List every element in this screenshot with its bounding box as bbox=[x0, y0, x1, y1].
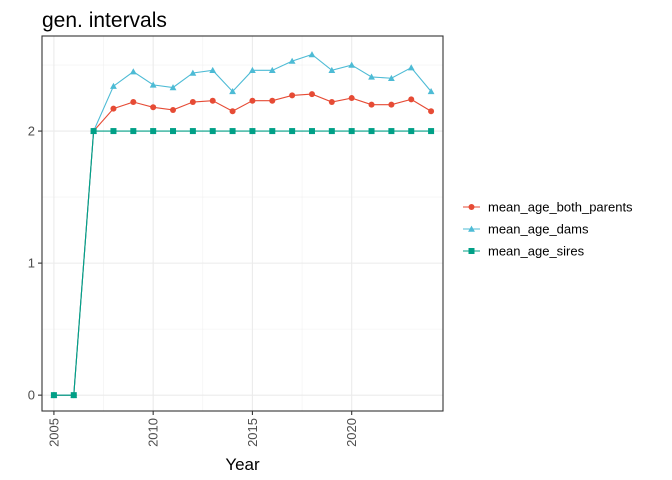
x-tick-label: 2020 bbox=[344, 418, 359, 447]
y-axis: 0 1 2 bbox=[28, 124, 42, 403]
data-point-mean_age_both_parents bbox=[209, 97, 216, 104]
legend-label: mean_age_both_parents bbox=[488, 200, 633, 215]
data-point-mean_age_dams bbox=[308, 51, 316, 58]
data-point-mean_age_sires bbox=[308, 128, 315, 135]
x-axis: 2005 2010 2015 2020 bbox=[46, 411, 359, 447]
data-point-mean_age_dams bbox=[427, 88, 435, 95]
data-point-mean_age_both_parents bbox=[308, 91, 315, 98]
data-point-mean_age_both_parents bbox=[388, 101, 395, 108]
data-point-mean_age_sires bbox=[50, 392, 57, 399]
series-line-mean_age_sires bbox=[53, 130, 432, 396]
data-point-mean_age_both_parents bbox=[269, 97, 276, 104]
data-point-mean_age_both_parents bbox=[189, 99, 196, 106]
legend-label: mean_age_sires bbox=[488, 244, 585, 259]
data-point-mean_age_sires bbox=[150, 128, 157, 135]
data-point-mean_age_dams bbox=[387, 74, 395, 81]
legend-key-marker bbox=[468, 204, 475, 210]
x-tick-label: 2015 bbox=[245, 418, 260, 447]
plot-panel bbox=[42, 36, 443, 411]
series-line-mean_age_both_parents bbox=[53, 93, 432, 396]
data-point-mean_age_dams bbox=[268, 66, 276, 74]
data-point-mean_age_sires bbox=[328, 128, 335, 135]
data-point-mean_age_sires bbox=[408, 128, 415, 135]
y-tick-label: 1 bbox=[28, 256, 35, 271]
data-point-mean_age_sires bbox=[209, 128, 216, 135]
data-point-mean_age_sires bbox=[348, 128, 355, 135]
y-tick-label: 0 bbox=[28, 388, 35, 403]
data-point-mean_age_dams bbox=[407, 64, 415, 71]
data-point-mean_age_sires bbox=[90, 128, 97, 135]
data-point-mean_age_dams bbox=[149, 81, 157, 88]
data-point-mean_age_sires bbox=[130, 128, 137, 135]
data-point-mean_age_sires bbox=[70, 392, 77, 399]
x-tick-label: 2010 bbox=[146, 418, 161, 447]
legend-key-marker bbox=[468, 248, 475, 254]
data-point-mean_age_both_parents bbox=[110, 105, 117, 112]
data-point-mean_age_both_parents bbox=[428, 108, 435, 115]
data-point-mean_age_dams bbox=[249, 66, 256, 74]
data-point-mean_age_both_parents bbox=[408, 96, 415, 103]
data-point-mean_age_sires bbox=[229, 128, 236, 135]
data-point-mean_age_dams bbox=[110, 82, 117, 89]
data-point-mean_age_sires bbox=[170, 128, 177, 135]
data-point-mean_age_both_parents bbox=[368, 101, 375, 108]
series-line-mean_age_dams bbox=[53, 53, 432, 396]
series-points bbox=[50, 51, 435, 399]
data-point-mean_age_sires bbox=[110, 128, 117, 135]
data-point-mean_age_both_parents bbox=[249, 97, 256, 104]
data-point-mean_age_both_parents bbox=[328, 99, 335, 106]
data-point-mean_age_both_parents bbox=[348, 95, 355, 102]
data-point-mean_age_dams bbox=[189, 69, 197, 76]
data-point-mean_age_dams bbox=[328, 66, 336, 74]
data-point-mean_age_both_parents bbox=[130, 99, 137, 106]
data-point-mean_age_dams bbox=[169, 84, 177, 91]
data-point-mean_age_dams bbox=[129, 68, 137, 75]
legend-label: mean_age_dams bbox=[488, 222, 589, 237]
legend-item: mean_age_both_parents bbox=[463, 200, 633, 215]
data-point-mean_age_sires bbox=[269, 128, 276, 135]
data-point-mean_age_sires bbox=[189, 128, 196, 135]
y-tick-label: 2 bbox=[28, 124, 35, 139]
data-point-mean_age_both_parents bbox=[289, 92, 296, 99]
data-point-mean_age_dams bbox=[229, 88, 236, 95]
legend: mean_age_both_parents mean_age_dams mean_a… bbox=[463, 200, 633, 259]
x-tick-label: 2005 bbox=[46, 418, 61, 447]
data-point-mean_age_sires bbox=[388, 128, 395, 135]
chart-title: gen. intervals bbox=[42, 9, 167, 32]
data-point-mean_age_dams bbox=[288, 57, 296, 64]
plot-border bbox=[41, 35, 444, 412]
legend-item: mean_age_dams bbox=[463, 222, 589, 237]
data-point-mean_age_dams bbox=[348, 61, 356, 68]
data-point-mean_age_both_parents bbox=[229, 108, 236, 115]
data-point-mean_age_sires bbox=[249, 128, 256, 135]
legend-item: mean_age_sires bbox=[463, 244, 585, 259]
data-point-mean_age_sires bbox=[289, 128, 296, 135]
x-axis-title: Year bbox=[225, 455, 260, 474]
data-point-mean_age_both_parents bbox=[170, 106, 177, 113]
legend-key-marker bbox=[468, 225, 475, 232]
data-point-mean_age_both_parents bbox=[150, 104, 157, 111]
data-point-mean_age_sires bbox=[428, 128, 435, 135]
data-point-mean_age_sires bbox=[368, 128, 375, 135]
data-point-mean_age_dams bbox=[368, 73, 375, 80]
data-point-mean_age_dams bbox=[209, 66, 217, 74]
series-lines bbox=[53, 53, 432, 396]
